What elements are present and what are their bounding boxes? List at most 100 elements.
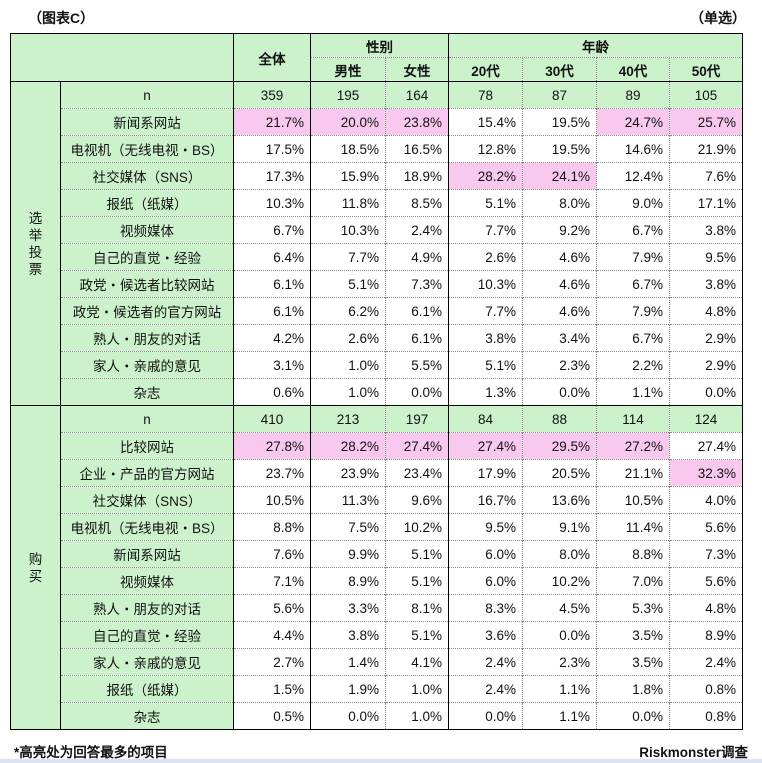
- n-value: 88: [522, 405, 597, 433]
- value-cell: 9.0%: [596, 189, 670, 217]
- header-gender-group: 性别: [310, 33, 449, 58]
- header-corner-cell: [10, 33, 234, 82]
- value-cell: 2.7%: [233, 648, 311, 676]
- value-cell: 10.3%: [233, 189, 311, 217]
- table-row: 杂志 0.6% 1.0% 0.0% 1.3% 0.0% 1.1% 0.0%: [11, 378, 743, 406]
- value-cell: 1.3%: [448, 378, 523, 406]
- row-label: 新闻系网站: [60, 108, 234, 136]
- row-label: 政党・候选者比较网站: [60, 270, 234, 298]
- value-cell-highlighted: 24.1%: [522, 162, 597, 190]
- value-cell: 5.5%: [385, 351, 449, 379]
- row-label: 杂志: [60, 378, 234, 406]
- value-cell: 2.4%: [669, 648, 743, 676]
- value-cell: 5.1%: [448, 351, 523, 379]
- row-label: 杂志: [60, 702, 234, 730]
- row-label: 自己的直觉・经验: [60, 243, 234, 271]
- value-cell: 4.8%: [669, 594, 743, 622]
- n-row: 购买 n 410 213 197 84 88 114 124: [10, 405, 743, 730]
- n-label: n: [60, 405, 234, 433]
- value-cell: 6.7%: [233, 216, 311, 244]
- value-cell: 1.1%: [522, 675, 597, 703]
- value-cell: 11.3%: [310, 486, 386, 514]
- value-cell: 7.6%: [669, 162, 743, 190]
- value-cell: 5.1%: [448, 189, 523, 217]
- highlight-footnote: *高亮处为回答最多的项目: [14, 745, 168, 760]
- value-cell: 5.3%: [596, 594, 670, 622]
- value-cell: 12.8%: [448, 135, 523, 163]
- value-cell: 4.9%: [385, 243, 449, 271]
- table-row: 电视机（无线电视・BS） 8.8% 7.5% 10.2% 9.5% 9.1% 11.4% 5.…: [11, 513, 743, 541]
- value-cell-highlighted: 27.8%: [233, 432, 311, 460]
- value-cell: 5.1%: [385, 540, 449, 568]
- value-cell: 0.0%: [448, 702, 523, 730]
- value-cell: 4.1%: [385, 648, 449, 676]
- value-cell: 8.3%: [448, 594, 523, 622]
- value-cell: 11.8%: [310, 189, 386, 217]
- source-credit: Riskmonster调查: [639, 745, 748, 760]
- table-row: 报纸（纸媒） 1.5% 1.9% 1.0% 2.4% 1.1% 1.8% 0.8%: [11, 675, 743, 703]
- value-cell: 0.0%: [385, 378, 449, 406]
- value-cell: 3.5%: [596, 621, 670, 649]
- value-cell: 7.7%: [448, 216, 523, 244]
- header-age-20s: 20代: [448, 57, 523, 82]
- value-cell: 3.8%: [669, 270, 743, 298]
- value-cell-highlighted: 29.5%: [522, 432, 597, 460]
- value-cell: 4.6%: [522, 270, 597, 298]
- row-label: 家人・亲戚的意见: [60, 351, 234, 379]
- value-cell: 2.4%: [385, 216, 449, 244]
- value-cell: 4.0%: [669, 486, 743, 514]
- row-label: 视频媒体: [60, 567, 234, 595]
- row-label: 政党・候选者的官方网站: [60, 297, 234, 325]
- value-cell: 23.7%: [233, 459, 311, 487]
- table-row: 家人・亲戚的意见 3.1% 1.0% 5.5% 5.1% 2.3% 2.2% 2.9%: [11, 351, 743, 379]
- table-row: 电视机（无线电视・BS） 17.5% 18.5% 16.5% 12.8% 19.5% 14.…: [11, 135, 743, 163]
- value-cell: 27.4%: [669, 432, 743, 460]
- header-age-40s: 40代: [596, 57, 670, 82]
- value-cell: 0.8%: [669, 702, 743, 730]
- value-cell: 0.5%: [233, 702, 311, 730]
- header-female: 女性: [385, 57, 449, 82]
- value-cell: 7.7%: [448, 297, 523, 325]
- value-cell: 4.8%: [669, 297, 743, 325]
- value-cell-highlighted: 25.7%: [669, 108, 743, 136]
- value-cell: 4.6%: [522, 297, 597, 325]
- table-row: 自己的直觉・经验 4.4% 3.8% 5.1% 3.6% 0.0% 3.5% 8.9%: [11, 621, 743, 649]
- n-row: 选举投票 n 359 195 164 78 87 89 105: [10, 81, 743, 406]
- row-label: 熟人・朋友的对话: [60, 594, 234, 622]
- value-cell: 9.5%: [448, 513, 523, 541]
- row-label: 自己的直觉・经验: [60, 621, 234, 649]
- table-row: 家人・亲戚的意见 2.7% 1.4% 4.1% 2.4% 2.3% 3.5% 2.4%: [11, 648, 743, 676]
- value-cell: 5.1%: [385, 621, 449, 649]
- row-label: 比较网站: [60, 432, 234, 460]
- value-cell: 7.0%: [596, 567, 670, 595]
- value-cell: 5.1%: [310, 270, 386, 298]
- value-cell-highlighted: 24.7%: [596, 108, 670, 136]
- value-cell: 2.4%: [448, 648, 523, 676]
- value-cell: 18.5%: [310, 135, 386, 163]
- value-cell: 8.8%: [596, 540, 670, 568]
- group-label-char: 买: [28, 568, 43, 584]
- row-label: 熟人・朋友的对话: [60, 324, 234, 352]
- value-cell: 13.6%: [522, 486, 597, 514]
- value-cell: 0.0%: [596, 702, 670, 730]
- value-cell: 0.0%: [310, 702, 386, 730]
- value-cell: 2.9%: [669, 324, 743, 352]
- n-value: 87: [522, 81, 597, 109]
- value-cell: 5.1%: [385, 567, 449, 595]
- row-label: 家人・亲戚的意见: [60, 648, 234, 676]
- value-cell: 10.3%: [448, 270, 523, 298]
- value-cell: 10.2%: [522, 567, 597, 595]
- value-cell: 12.4%: [596, 162, 670, 190]
- value-cell: 5.6%: [669, 567, 743, 595]
- value-cell: 7.3%: [669, 540, 743, 568]
- bottom-strip: [0, 759, 762, 763]
- value-cell: 1.9%: [310, 675, 386, 703]
- value-cell: 10.2%: [385, 513, 449, 541]
- value-cell: 2.9%: [669, 351, 743, 379]
- row-label: 新闻系网站: [60, 540, 234, 568]
- value-cell-highlighted: 28.2%: [448, 162, 523, 190]
- header-age-50s: 50代: [669, 57, 743, 82]
- value-cell: 18.9%: [385, 162, 449, 190]
- value-cell: 1.4%: [310, 648, 386, 676]
- table-row: 视频媒体 6.7% 10.3% 2.4% 7.7% 9.2% 6.7% 3.8%: [11, 216, 743, 244]
